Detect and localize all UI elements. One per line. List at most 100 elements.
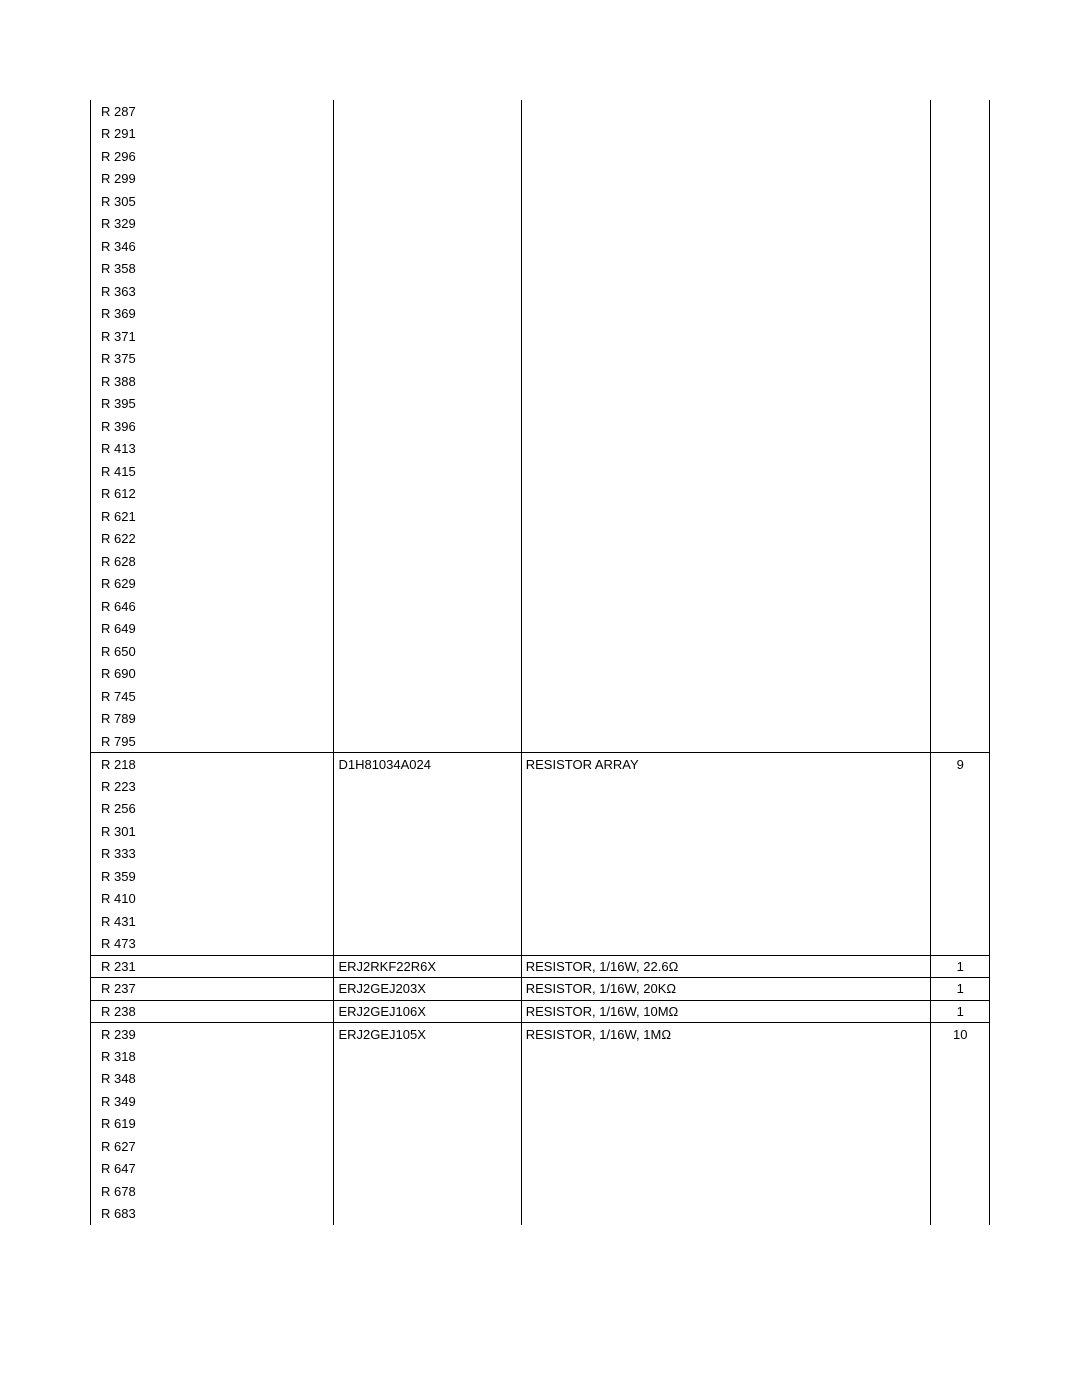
table-row: R 795 <box>91 730 990 753</box>
cell-qty <box>931 280 990 303</box>
cell-qty <box>931 663 990 686</box>
cell-qty <box>931 820 990 843</box>
cell-qty <box>931 685 990 708</box>
table-row: R 218D1H81034A024RESISTOR ARRAY9 <box>91 753 990 776</box>
table-row: R 683 <box>91 1203 990 1226</box>
cell-ref: R 375 <box>91 348 334 371</box>
cell-ref: R 627 <box>91 1135 334 1158</box>
cell-desc <box>521 843 931 866</box>
cell-ref: R 296 <box>91 145 334 168</box>
cell-qty: 1 <box>931 955 990 978</box>
table-row: R 349 <box>91 1090 990 1113</box>
cell-part <box>334 1135 521 1158</box>
cell-part <box>334 618 521 641</box>
cell-desc <box>521 1158 931 1181</box>
cell-desc <box>521 798 931 821</box>
cell-part <box>334 1113 521 1136</box>
cell-part <box>334 370 521 393</box>
cell-ref: R 629 <box>91 573 334 596</box>
cell-desc <box>521 933 931 956</box>
cell-ref: R 650 <box>91 640 334 663</box>
table-row: R 358 <box>91 258 990 281</box>
cell-qty <box>931 865 990 888</box>
cell-ref: R 647 <box>91 1158 334 1181</box>
table-row: R 431 <box>91 910 990 933</box>
cell-part <box>334 190 521 213</box>
cell-desc <box>521 1068 931 1091</box>
cell-desc <box>521 348 931 371</box>
cell-ref: R 301 <box>91 820 334 843</box>
parts-table: R 287R 291R 296R 299R 305R 329R 346R 358… <box>90 100 990 1225</box>
cell-part <box>334 865 521 888</box>
cell-part: D1H81034A024 <box>334 753 521 776</box>
cell-desc <box>521 213 931 236</box>
parts-table-body: R 287R 291R 296R 299R 305R 329R 346R 358… <box>91 100 990 1225</box>
cell-qty <box>931 798 990 821</box>
cell-part <box>334 798 521 821</box>
cell-qty <box>931 145 990 168</box>
cell-desc <box>521 1180 931 1203</box>
cell-desc <box>521 595 931 618</box>
cell-desc <box>521 910 931 933</box>
cell-part <box>334 573 521 596</box>
cell-part <box>334 505 521 528</box>
cell-qty <box>931 1135 990 1158</box>
cell-ref: R 287 <box>91 100 334 123</box>
cell-part <box>334 100 521 123</box>
cell-part <box>334 123 521 146</box>
cell-part <box>334 685 521 708</box>
cell-desc <box>521 1045 931 1068</box>
cell-ref: R 299 <box>91 168 334 191</box>
cell-qty <box>931 123 990 146</box>
table-row: R 237ERJ2GEJ203XRESISTOR, 1/16W, 20KΩ1 <box>91 978 990 1001</box>
cell-qty <box>931 1158 990 1181</box>
table-row: R 231ERJ2RKF22R6XRESISTOR, 1/16W, 22.6Ω1 <box>91 955 990 978</box>
cell-ref: R 621 <box>91 505 334 528</box>
table-row: R 329 <box>91 213 990 236</box>
cell-qty <box>931 483 990 506</box>
cell-part <box>334 888 521 911</box>
table-row: R 375 <box>91 348 990 371</box>
cell-part <box>334 528 521 551</box>
cell-part <box>334 1158 521 1181</box>
cell-desc <box>521 235 931 258</box>
cell-ref: R 305 <box>91 190 334 213</box>
table-row: R 239ERJ2GEJ105XRESISTOR, 1/16W, 1MΩ10 <box>91 1023 990 1046</box>
table-row: R 649 <box>91 618 990 641</box>
cell-part <box>334 843 521 866</box>
cell-qty <box>931 415 990 438</box>
cell-qty <box>931 460 990 483</box>
cell-ref: R 619 <box>91 1113 334 1136</box>
cell-desc: RESISTOR, 1/16W, 10MΩ <box>521 1000 931 1023</box>
cell-part <box>334 708 521 731</box>
cell-ref: R 218 <box>91 753 334 776</box>
table-row: R 745 <box>91 685 990 708</box>
cell-part <box>334 258 521 281</box>
cell-desc <box>521 483 931 506</box>
table-row: R 371 <box>91 325 990 348</box>
table-row: R 388 <box>91 370 990 393</box>
table-row: R 363 <box>91 280 990 303</box>
cell-qty: 1 <box>931 1000 990 1023</box>
cell-part <box>334 1045 521 1068</box>
cell-desc <box>521 888 931 911</box>
cell-qty <box>931 1180 990 1203</box>
cell-desc <box>521 775 931 798</box>
cell-ref: R 231 <box>91 955 334 978</box>
cell-desc <box>521 393 931 416</box>
cell-part: ERJ2GEJ203X <box>334 978 521 1001</box>
cell-desc <box>521 460 931 483</box>
cell-desc <box>521 168 931 191</box>
cell-desc <box>521 123 931 146</box>
cell-qty <box>931 775 990 798</box>
cell-qty <box>931 573 990 596</box>
cell-ref: R 329 <box>91 213 334 236</box>
cell-qty: 1 <box>931 978 990 1001</box>
cell-part <box>334 1203 521 1226</box>
cell-part <box>334 640 521 663</box>
table-row: R 287 <box>91 100 990 123</box>
cell-qty <box>931 348 990 371</box>
cell-qty <box>931 505 990 528</box>
cell-ref: R 223 <box>91 775 334 798</box>
cell-ref: R 646 <box>91 595 334 618</box>
